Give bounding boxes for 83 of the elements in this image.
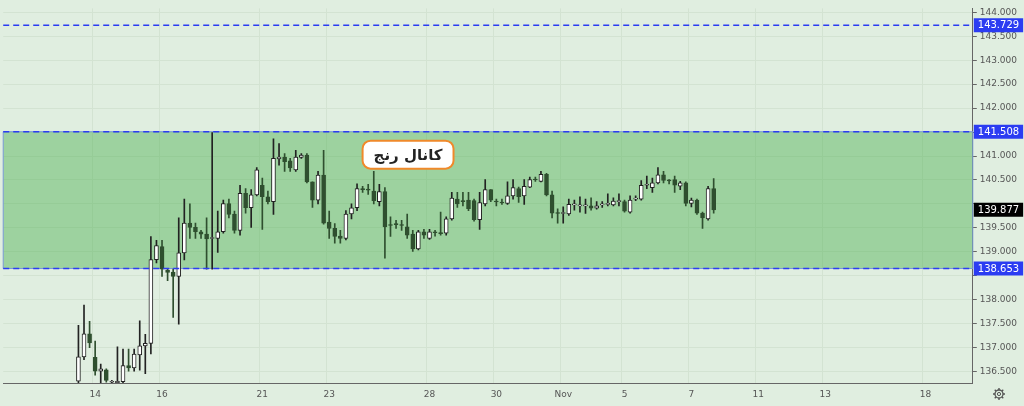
candlestick [326,210,332,239]
y-tick-label: 142.500 [979,78,1018,89]
candlestick [204,217,209,270]
x-tick-label: 30 [490,388,503,399]
candlestick [76,324,81,384]
candlestick [98,363,104,384]
candlestick [572,199,577,211]
candlestick [633,195,638,201]
candlestick [466,192,471,211]
candlestick [176,217,182,325]
candlestick [505,181,510,205]
candlestick [599,201,605,208]
candlestick [271,138,276,215]
y-tick-label: 136.500 [979,366,1018,377]
x-tick-label: 21 [256,388,269,399]
ref-line-label: 141.508 [977,125,1020,137]
x-tick-label: 14 [89,388,102,399]
candlestick [154,240,159,264]
candlestick [666,179,672,185]
candlestick [232,210,237,234]
y-tick-label: 137.500 [979,318,1018,329]
y-tick-label: 139.500 [979,222,1018,233]
x-tick-label: 13 [819,388,831,399]
candlestick [282,153,287,172]
candlestick [193,222,198,239]
candlestick [689,197,694,208]
x-tick-label: 18 [919,388,932,399]
y-tick-label: 140.500 [979,174,1018,185]
x-tick-label: 23 [323,388,335,399]
candlestick [181,198,187,261]
candlestick [533,176,538,182]
y-tick-label: 137.000 [979,342,1018,353]
y-tick-label: 144.000 [979,6,1018,17]
candlestick [644,175,650,189]
y-tick-label: 138.000 [979,294,1018,305]
candlestick [427,229,432,240]
candlestick [299,153,304,159]
candlestick [220,199,226,234]
candlestick [544,172,549,197]
candlestick [516,186,521,203]
x-tick-label: Nov [554,388,573,399]
candlestick [338,229,343,244]
candlestick [365,183,371,195]
candlestick [321,149,326,225]
x-tick-label: 28 [423,388,436,399]
candlestick [243,188,248,214]
candlestick [349,203,354,220]
candlestick [661,171,666,184]
y-tick-label: 142.000 [979,102,1018,113]
x-tick-label: 11 [752,388,764,399]
candlestick [455,192,460,208]
text: 139.877 [977,203,1020,215]
candlestick [672,175,677,193]
candlestick [711,178,716,214]
y-tick-label: 143.000 [979,54,1018,65]
candlestick [577,196,583,213]
candlestick [622,199,627,213]
y-tick-label: 143.500 [979,30,1018,41]
candlestick [310,181,315,208]
y-tick-label: 141.000 [979,150,1018,161]
candlestick [377,183,382,207]
candlestick [165,268,170,281]
candlestick [126,348,131,372]
x-tick-label: 16 [156,388,169,399]
candlestick [583,198,588,214]
candlestick [215,210,221,253]
candlestick [137,320,143,371]
candlestick [142,333,148,374]
candlestick [700,211,705,229]
candlestick [499,198,505,205]
band-label: کانال رنج [373,145,443,164]
y-tick-label: 139.000 [979,246,1018,257]
candlestick [477,192,482,230]
ref-line-label: 138.653 [977,262,1020,274]
x-tick-label: 7 [688,388,695,399]
candlestick [259,177,265,230]
x-tick-label: 5 [621,388,628,399]
candlestick [416,229,421,251]
ref-line-label: 143.729 [977,19,1020,31]
candlestick [594,201,599,210]
candlestick [87,321,92,349]
candlestick [650,177,655,193]
candlestick [494,198,499,207]
